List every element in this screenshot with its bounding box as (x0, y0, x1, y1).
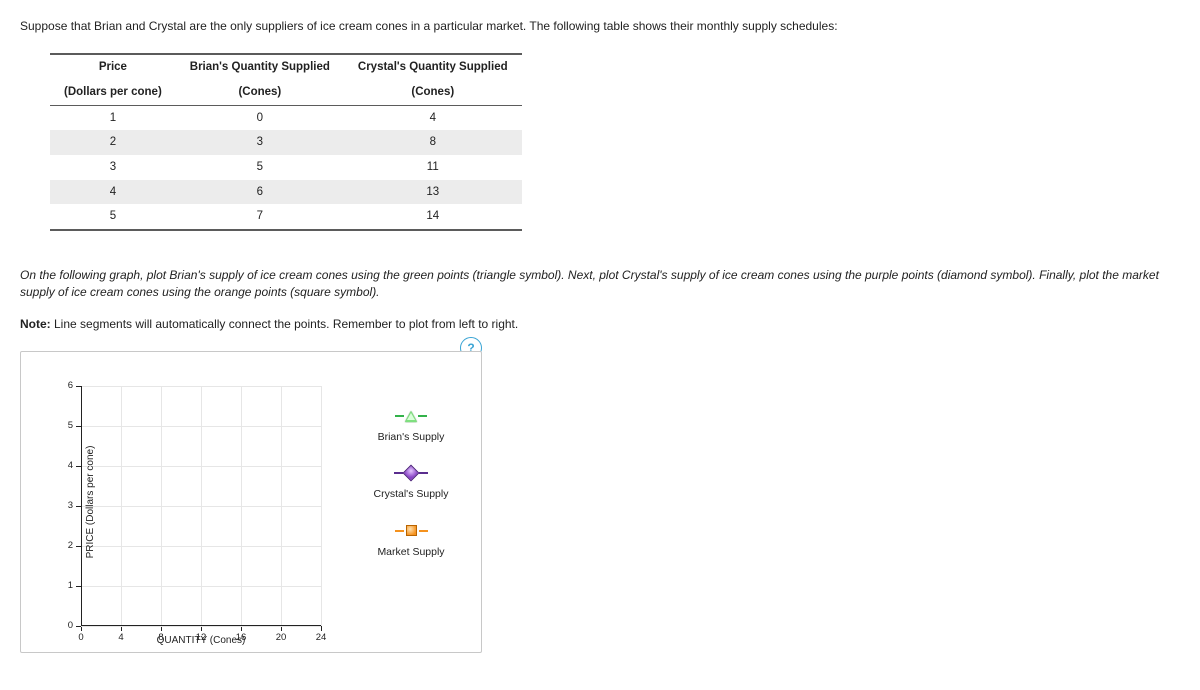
plot-area[interactable]: 048121620240123456 (81, 386, 321, 626)
y-axis-label: PRICE (Dollars per cone) (84, 446, 99, 559)
table-cell: 5 (50, 204, 176, 230)
graph-box[interactable]: 048121620240123456 PRICE (Dollars per co… (20, 351, 482, 653)
table-cell: 11 (344, 155, 522, 180)
y-tick: 1 (55, 579, 73, 593)
table-row: 4613 (50, 180, 522, 205)
note-bold: Note: (20, 317, 51, 331)
intro-text: Suppose that Brian and Crystal are the o… (20, 18, 1140, 35)
table-cell: 8 (344, 130, 522, 155)
table-header-row-1: Price Brian's Quantity Supplied Crystal'… (50, 54, 522, 80)
th-brian-unit: (Cones) (176, 80, 344, 105)
triangle-icon (351, 408, 471, 424)
table-cell: 5 (176, 155, 344, 180)
x-axis-label: QUANTITY (Cones) (81, 634, 321, 649)
table-cell: 2 (50, 130, 176, 155)
table-cell: 4 (50, 180, 176, 205)
table-row: 3511 (50, 155, 522, 180)
th-price: Price (50, 54, 176, 80)
y-tick: 6 (55, 379, 73, 393)
diamond-icon (351, 465, 471, 481)
legend-brian-label: Brian's Supply (351, 430, 471, 445)
instructions-paragraph: On the following graph, plot Brian's sup… (20, 267, 1160, 302)
legend-market[interactable]: Market Supply (351, 523, 471, 560)
supply-table: Price Brian's Quantity Supplied Crystal'… (50, 53, 522, 231)
square-icon (351, 523, 471, 539)
table-row: 238 (50, 130, 522, 155)
table-cell: 0 (176, 105, 344, 130)
y-tick: 5 (55, 419, 73, 433)
y-tick: 4 (55, 459, 73, 473)
y-tick: 2 (55, 539, 73, 553)
table-header-row-2: (Dollars per cone) (Cones) (Cones) (50, 80, 522, 105)
th-price-unit: (Dollars per cone) (50, 80, 176, 105)
table-body: 104238351146135714 (50, 105, 522, 230)
table-cell: 4 (344, 105, 522, 130)
th-brian: Brian's Quantity Supplied (176, 54, 344, 80)
table-cell: 6 (176, 180, 344, 205)
graph-container: ? 048121620240123456 PRICE (Dollars per … (20, 351, 480, 653)
table-cell: 13 (344, 180, 522, 205)
legend-crystal-label: Crystal's Supply (351, 487, 471, 502)
note-text: Line segments will automatically connect… (51, 317, 519, 331)
table-cell: 3 (50, 155, 176, 180)
legend-brian[interactable]: Brian's Supply (351, 408, 471, 445)
table-cell: 7 (176, 204, 344, 230)
table-cell: 3 (176, 130, 344, 155)
th-crystal: Crystal's Quantity Supplied (344, 54, 522, 80)
legend-crystal[interactable]: Crystal's Supply (351, 465, 471, 502)
y-tick: 3 (55, 499, 73, 513)
y-tick: 0 (55, 619, 73, 633)
legend: Brian's Supply Crystal's Supply Market S… (351, 408, 471, 580)
table-cell: 1 (50, 105, 176, 130)
th-crystal-unit: (Cones) (344, 80, 522, 105)
note-line: Note: Line segments will automatically c… (20, 316, 1180, 333)
legend-market-label: Market Supply (351, 545, 471, 560)
table-row: 5714 (50, 204, 522, 230)
table-cell: 14 (344, 204, 522, 230)
table-row: 104 (50, 105, 522, 130)
